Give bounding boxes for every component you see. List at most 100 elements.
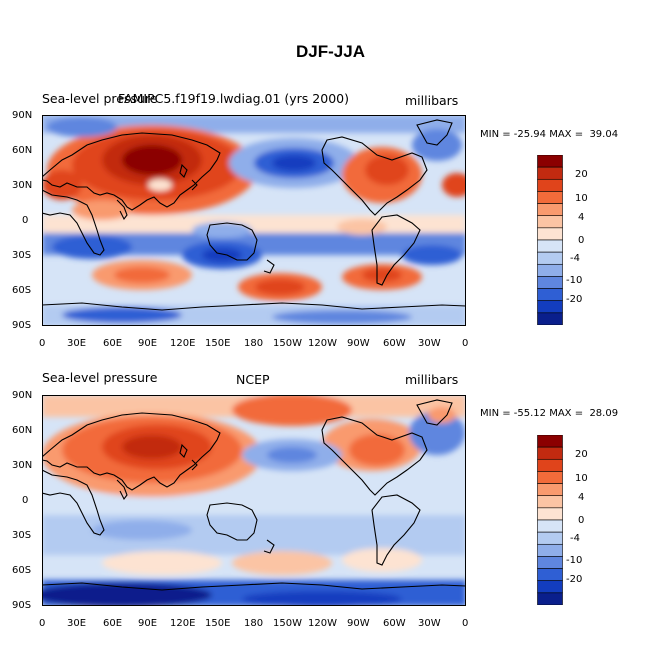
bottom-center-title: NCEP bbox=[236, 372, 270, 387]
bottom-colorbar-label: 0 bbox=[578, 515, 585, 526]
bottom-x-tick: 120E bbox=[170, 618, 196, 629]
colorbar-cell bbox=[537, 543, 563, 557]
colorbar-cell bbox=[537, 227, 563, 241]
colorbar-cell bbox=[537, 166, 563, 180]
colorbar-cell bbox=[537, 435, 563, 448]
figure-title: DJF-JJA bbox=[296, 42, 365, 61]
top-x-tick: 0 bbox=[39, 338, 46, 349]
top-colorbar-label: -10 bbox=[566, 275, 583, 286]
top-x-tick: 90W bbox=[347, 338, 370, 349]
colorbar-cell bbox=[537, 471, 563, 484]
bottom-x-tick: 0 bbox=[39, 618, 46, 629]
bottom-units: millibars bbox=[405, 372, 459, 387]
bottom-anomaly-field bbox=[42, 395, 466, 606]
colorbar-cell bbox=[537, 556, 563, 569]
colorbar-cell bbox=[537, 507, 563, 521]
top-y-tick: 90S bbox=[12, 320, 32, 331]
top-colorbar-label: 4 bbox=[578, 212, 585, 223]
bottom-y-tick: 60S bbox=[12, 565, 32, 576]
top-colorbar-label: 0 bbox=[578, 235, 585, 246]
top-colorbar-label: -20 bbox=[566, 294, 583, 305]
top-colorbar bbox=[537, 155, 563, 325]
top-center-title: FAMIPC5.f19f19.lwdiag.01 (yrs 2000) bbox=[118, 91, 349, 106]
top-y-tick: 30N bbox=[12, 180, 33, 191]
top-x-tick: 60E bbox=[103, 338, 123, 349]
bottom-x-tick: 120W bbox=[308, 618, 337, 629]
bottom-min-max: MIN = -55.12 MAX = 28.09 bbox=[480, 408, 619, 419]
colorbar-cell bbox=[537, 446, 563, 460]
colorbar-cell bbox=[537, 239, 563, 253]
colorbar-cell bbox=[537, 592, 563, 605]
colorbar-cell bbox=[537, 178, 563, 192]
colorbar-cell bbox=[537, 215, 563, 229]
bottom-x-tick: 150E bbox=[205, 618, 231, 629]
bottom-x-tick: 60E bbox=[103, 618, 123, 629]
bottom-y-tick: 90S bbox=[12, 600, 32, 611]
colorbar-cell bbox=[537, 155, 563, 168]
bottom-x-tick: 180 bbox=[244, 618, 264, 629]
bottom-map-frame bbox=[42, 395, 466, 606]
top-y-tick: 60N bbox=[12, 145, 33, 156]
colorbar-cell bbox=[537, 300, 563, 314]
bottom-colorbar bbox=[537, 435, 563, 605]
bottom-x-tick: 90W bbox=[347, 618, 370, 629]
top-y-tick: 60S bbox=[12, 285, 32, 296]
colorbar-cell bbox=[537, 495, 563, 509]
top-x-tick: 180 bbox=[244, 338, 264, 349]
top-x-tick: 60W bbox=[383, 338, 406, 349]
bottom-x-tick: 30E bbox=[67, 618, 87, 629]
colorbar-cell bbox=[537, 276, 563, 289]
top-y-tick: 0 bbox=[22, 215, 29, 226]
top-x-tick: 30E bbox=[67, 338, 87, 349]
colorbar-cell bbox=[537, 458, 563, 472]
bottom-colorbar-label: 4 bbox=[578, 492, 585, 503]
colorbar-cell bbox=[537, 263, 563, 277]
top-x-tick: 90E bbox=[138, 338, 158, 349]
top-map-frame bbox=[42, 115, 466, 326]
bottom-colorbar-label: 20 bbox=[575, 449, 588, 460]
top-colorbar-label: 10 bbox=[575, 193, 588, 204]
top-x-tick: 0 bbox=[462, 338, 469, 349]
colorbar-cell bbox=[537, 251, 563, 265]
top-y-tick: 30S bbox=[12, 250, 32, 261]
bottom-left-title: Sea-level pressure bbox=[42, 370, 158, 385]
colorbar-cell bbox=[537, 288, 563, 302]
bottom-y-tick: 0 bbox=[22, 495, 29, 506]
bottom-y-tick: 30N bbox=[12, 460, 33, 471]
bottom-x-tick: 0 bbox=[462, 618, 469, 629]
bottom-x-tick: 90E bbox=[138, 618, 158, 629]
top-left-title: Sea-level pressure bbox=[42, 91, 158, 106]
bottom-colorbar-label: -4 bbox=[570, 533, 580, 544]
colorbar-cell bbox=[537, 483, 563, 497]
bottom-y-tick: 90N bbox=[12, 390, 33, 401]
colorbar-cell bbox=[537, 203, 563, 217]
bottom-coastlines bbox=[42, 399, 466, 591]
top-x-tick: 120W bbox=[308, 338, 337, 349]
top-min-max: MIN = -25.94 MAX = 39.04 bbox=[480, 129, 619, 140]
colorbar-cell bbox=[537, 312, 563, 325]
top-x-tick: 30W bbox=[418, 338, 441, 349]
bottom-y-tick: 60N bbox=[12, 425, 33, 436]
top-y-tick: 90N bbox=[12, 110, 33, 121]
top-x-tick: 150W bbox=[273, 338, 302, 349]
bottom-colorbar-label: -10 bbox=[566, 555, 583, 566]
colorbar-cell bbox=[537, 531, 563, 545]
top-colorbar-label: 20 bbox=[575, 169, 588, 180]
top-units: millibars bbox=[405, 93, 459, 108]
colorbar-cell bbox=[537, 568, 563, 582]
bottom-y-tick: 30S bbox=[12, 530, 32, 541]
bottom-x-tick: 30W bbox=[418, 618, 441, 629]
top-coastlines bbox=[42, 119, 466, 311]
top-anomaly-field bbox=[42, 115, 466, 326]
bottom-x-tick: 60W bbox=[383, 618, 406, 629]
bottom-map-panel bbox=[42, 395, 466, 606]
bottom-x-tick: 150W bbox=[273, 618, 302, 629]
top-colorbar-label: -4 bbox=[570, 253, 580, 264]
bottom-colorbar-label: -20 bbox=[566, 574, 583, 585]
colorbar-cell bbox=[537, 519, 563, 533]
bottom-colorbar-label: 10 bbox=[575, 473, 588, 484]
top-x-tick: 120E bbox=[170, 338, 196, 349]
colorbar-cell bbox=[537, 191, 563, 204]
top-map-panel bbox=[42, 115, 466, 326]
top-x-tick: 150E bbox=[205, 338, 231, 349]
